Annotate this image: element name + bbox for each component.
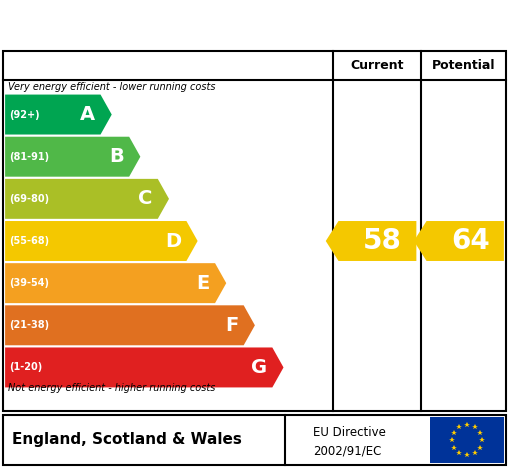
Text: (1-20): (1-20) <box>9 362 42 373</box>
Text: (81-91): (81-91) <box>9 152 49 162</box>
Text: A: A <box>80 105 96 124</box>
Text: Not energy efficient - higher running costs: Not energy efficient - higher running co… <box>8 383 215 393</box>
Polygon shape <box>5 347 284 388</box>
Text: G: G <box>251 358 267 377</box>
Text: E: E <box>196 274 210 293</box>
Text: F: F <box>225 316 239 335</box>
Text: (21-38): (21-38) <box>9 320 49 330</box>
Text: 2002/91/EC: 2002/91/EC <box>313 445 381 457</box>
Text: B: B <box>109 147 124 166</box>
Text: D: D <box>165 232 181 250</box>
Polygon shape <box>5 179 169 219</box>
Text: (55-68): (55-68) <box>9 236 49 246</box>
Text: (39-54): (39-54) <box>9 278 49 288</box>
Polygon shape <box>5 263 227 303</box>
Text: C: C <box>138 189 153 208</box>
Polygon shape <box>5 94 111 134</box>
Text: Energy Efficiency Rating: Energy Efficiency Rating <box>10 13 336 36</box>
Text: EU Directive: EU Directive <box>313 425 386 439</box>
Polygon shape <box>326 221 416 261</box>
Text: Current: Current <box>351 59 404 72</box>
Polygon shape <box>5 305 255 345</box>
Text: 64: 64 <box>451 227 490 255</box>
Text: 58: 58 <box>363 227 402 255</box>
Polygon shape <box>5 137 140 177</box>
Text: (92+): (92+) <box>9 110 40 120</box>
Polygon shape <box>414 221 504 261</box>
Polygon shape <box>5 221 197 261</box>
Text: Very energy efficient - lower running costs: Very energy efficient - lower running co… <box>8 82 215 92</box>
Text: (69-80): (69-80) <box>9 194 49 204</box>
Text: Potential: Potential <box>432 59 496 72</box>
Bar <box>430 417 504 463</box>
Text: England, Scotland & Wales: England, Scotland & Wales <box>12 432 242 446</box>
